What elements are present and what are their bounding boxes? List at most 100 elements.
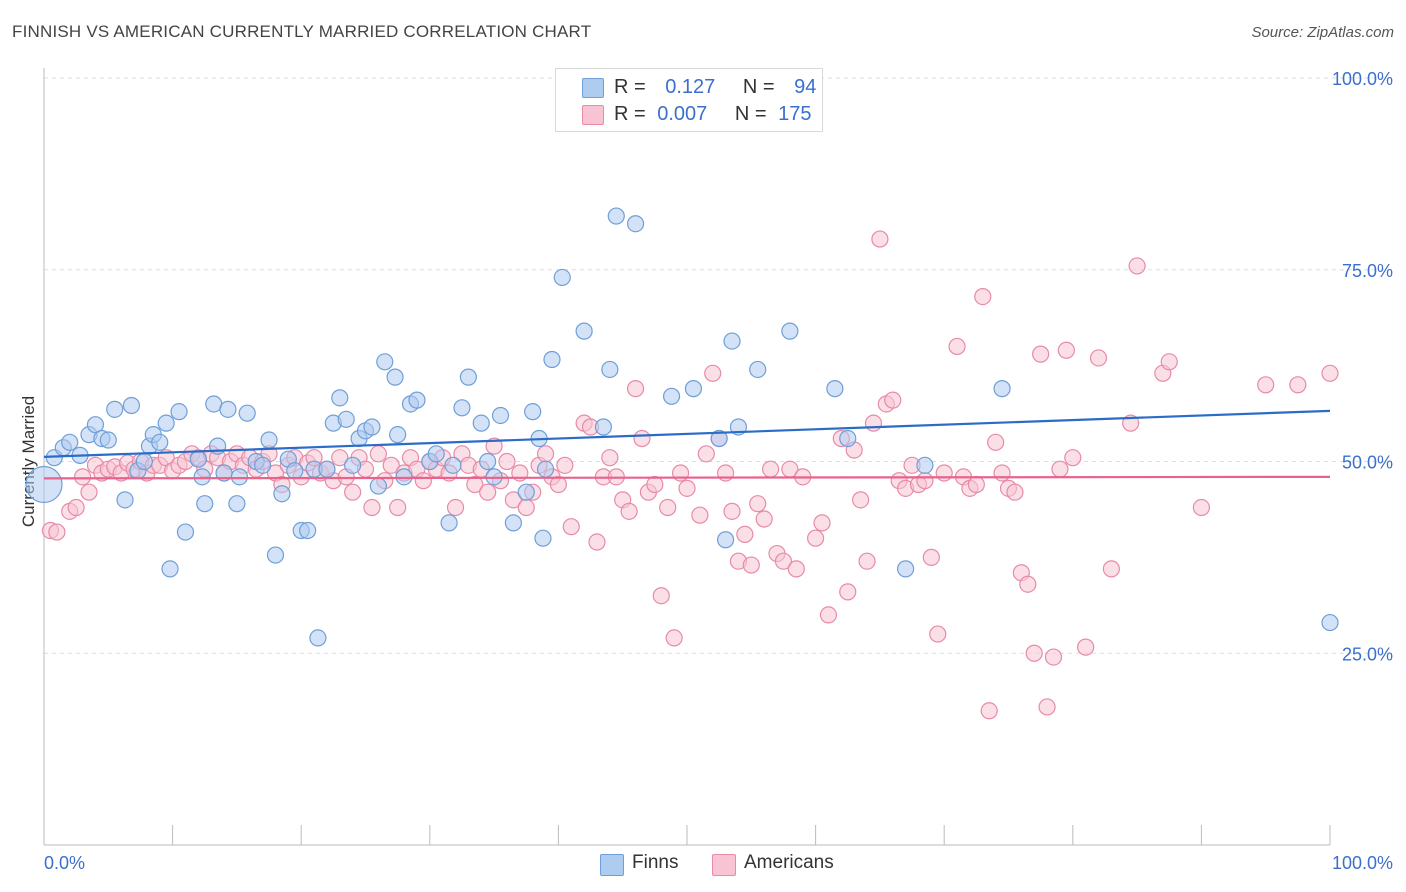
americans-point: [1032, 345, 1050, 363]
americans-point: [987, 433, 1005, 451]
americans-point: [1064, 449, 1082, 467]
finns-point: [826, 380, 844, 398]
finns-point: [524, 403, 542, 421]
finns-point: [626, 215, 645, 233]
y-tick-label: 75.0%: [1342, 261, 1393, 281]
finns-point: [238, 404, 256, 422]
finns-point: [684, 380, 703, 398]
americans-point: [858, 552, 876, 570]
finns-point: [839, 429, 857, 448]
finns-point: [369, 477, 387, 495]
finns-point: [116, 491, 134, 509]
americans-point: [1128, 257, 1146, 275]
finns-point: [723, 332, 741, 350]
americans-point: [382, 456, 400, 474]
americans-point: [67, 498, 85, 517]
americans-r-value: 0.007: [657, 103, 708, 125]
finns-point: [86, 416, 105, 434]
finns-point: [472, 414, 490, 432]
y-tick-label: 50.0%: [1342, 453, 1393, 473]
americans-point: [678, 479, 696, 497]
americans-point: [80, 483, 98, 501]
americans-legend-swatch: [712, 854, 736, 876]
americans-point: [922, 548, 940, 566]
finns-point: [106, 400, 124, 418]
finns-point: [1321, 613, 1339, 632]
finns-point: [196, 495, 214, 513]
finns-r-label: R =: [614, 76, 646, 98]
finns-point: [607, 207, 625, 225]
americans-point: [1057, 341, 1075, 359]
finns-point: [193, 468, 211, 486]
finns-point: [459, 368, 477, 386]
finns-point: [254, 456, 272, 474]
americans-point: [48, 523, 66, 541]
americans-point: [755, 510, 773, 528]
finns-point: [716, 531, 735, 549]
americans-point: [517, 498, 535, 517]
finns-point: [228, 495, 246, 513]
americans-point: [980, 702, 998, 720]
finns-point: [601, 360, 619, 379]
finns-point: [161, 560, 179, 578]
americans-point: [485, 437, 503, 455]
americans-point: [504, 491, 522, 509]
source-label: Source: ZipAtlas.com: [1251, 24, 1394, 41]
americans-point: [1089, 349, 1108, 367]
finns-point: [260, 431, 278, 449]
finns-point: [230, 468, 249, 486]
y-tick-label: 100.0%: [1332, 69, 1393, 89]
finns-point: [337, 410, 355, 428]
finns-point: [170, 403, 188, 421]
finns-n-value: 94: [794, 76, 817, 98]
americans-point: [691, 506, 709, 524]
finns-legend-swatch: [600, 854, 624, 876]
americans-point: [626, 380, 645, 398]
finns-swatch: [582, 78, 604, 98]
americans-point: [562, 518, 580, 536]
finns-point: [781, 322, 799, 340]
finns-point: [318, 460, 336, 478]
finns-point: [376, 353, 394, 371]
finns-r-value: 0.127: [665, 76, 716, 98]
americans-point: [967, 475, 985, 494]
americans-point: [1102, 560, 1120, 578]
americans-point: [665, 629, 683, 647]
americans-point: [749, 495, 767, 513]
finns-point: [299, 521, 317, 540]
americans-point: [1006, 483, 1024, 501]
finns-point: [427, 445, 445, 463]
finns-point: [386, 368, 404, 386]
finns-point: [440, 514, 458, 532]
finns-point: [491, 406, 510, 425]
americans-point: [839, 583, 857, 601]
americans-point: [620, 502, 638, 520]
finns-point: [517, 483, 535, 501]
americans-point: [736, 525, 754, 543]
americans-point: [806, 529, 825, 547]
finns-point: [993, 380, 1011, 398]
americans-point: [389, 498, 407, 517]
americans-point: [446, 498, 465, 517]
finns-point: [135, 452, 153, 471]
x-tick-label: 0.0%: [44, 853, 85, 873]
americans-point: [813, 514, 831, 532]
finns-point: [157, 414, 175, 432]
americans-point: [331, 449, 349, 467]
americans-point: [916, 472, 934, 490]
finns-point: [99, 431, 117, 449]
americans-point: [787, 560, 805, 578]
americans-point: [414, 472, 432, 490]
finns-point: [553, 268, 571, 287]
finns-point: [389, 426, 407, 444]
finns-point: [916, 456, 934, 474]
americans-point: [948, 337, 966, 356]
americans-point: [864, 414, 883, 432]
finns-point: [749, 360, 767, 379]
americans-point: [697, 445, 715, 463]
americans-point: [774, 552, 793, 570]
americans-n-label: N =: [734, 103, 767, 125]
finns-point: [344, 456, 362, 474]
finns-legend-label: Finns: [632, 852, 679, 873]
